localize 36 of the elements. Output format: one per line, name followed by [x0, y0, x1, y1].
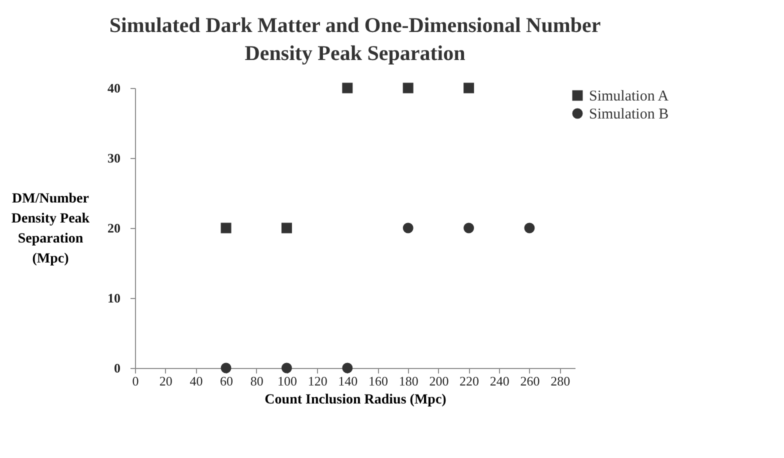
point — [402, 222, 414, 234]
x-tick-label: 160 — [368, 374, 388, 388]
x-tick-label: 240 — [490, 374, 510, 388]
x-tick-label: 100 — [277, 374, 297, 388]
x-tick-label: 60 — [220, 374, 234, 388]
y-axis-title: DM/Number Density Peak Separation (Mpc) — [11, 192, 90, 266]
y-tick-label: 40 — [108, 80, 120, 96]
point — [464, 222, 474, 234]
x-tick-label: 40 — [190, 374, 203, 388]
legend-label: Simulation B — [589, 106, 669, 122]
x-tick-label: 20 — [159, 374, 172, 388]
point — [524, 222, 535, 234]
point — [281, 222, 292, 234]
x-tick-label: 120 — [308, 374, 328, 388]
y-tick-label: 0 — [114, 360, 120, 376]
chart-title: Simulated Dark Matter and One-Dimensional Number Density Peak Separation — [109, 13, 601, 65]
x-tick-label: 260 — [520, 374, 540, 388]
point — [464, 82, 474, 94]
point — [342, 362, 353, 374]
y-tick-label: 10 — [108, 290, 120, 306]
legend-label: Simulation A — [589, 88, 669, 104]
x-axis-title: Count Inclusion Radius (Mpc) — [264, 392, 447, 408]
y-tick-label: 20 — [108, 220, 120, 236]
x-tick-label: 180 — [398, 374, 418, 388]
x-tick-label: 0 — [132, 374, 139, 388]
point — [342, 82, 353, 94]
x-tick-label: 220 — [460, 374, 480, 388]
x-tick-label: 140 — [338, 374, 358, 388]
point — [281, 362, 292, 374]
x-tick-label: 200 — [429, 374, 449, 388]
point — [220, 222, 232, 234]
point — [220, 362, 232, 374]
point — [402, 82, 414, 94]
x-tick-label: 80 — [250, 374, 264, 388]
y-tick-label: 30 — [108, 150, 120, 166]
x-tick-label: 280 — [550, 374, 570, 388]
